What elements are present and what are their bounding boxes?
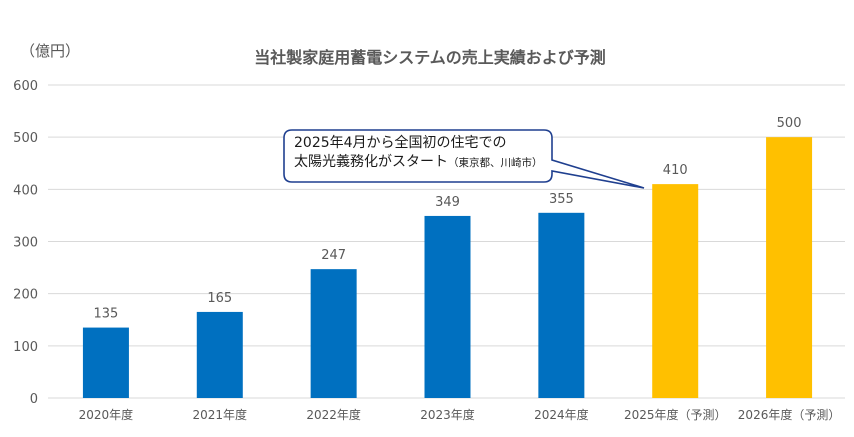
y-axis-unit-label: （億円） [20, 42, 81, 60]
annotation-callout: 2025年4月から全国初の住宅での 太陽光義務化がスタート（東京都、川崎市） [284, 130, 550, 180]
bar [196, 311, 243, 398]
callout-bubble [283, 129, 645, 189]
x-tick-label: 2024年度 [534, 407, 589, 422]
x-tick-label: 2026年度（予測） [738, 407, 841, 422]
y-tick-label: 400 [13, 183, 38, 198]
bar [310, 269, 357, 398]
y-tick-label: 100 [13, 340, 38, 355]
data-label: 355 [549, 192, 574, 207]
data-label: 165 [207, 291, 232, 306]
bar [424, 215, 471, 398]
y-tick-label: 300 [13, 236, 38, 251]
bar [652, 184, 699, 398]
x-tick-label: 2022年度 [306, 407, 361, 422]
x-tick-label: 2021年度 [193, 407, 248, 422]
bar [538, 212, 585, 398]
y-tick-label: 500 [13, 131, 38, 146]
bar [82, 327, 129, 398]
x-tick-label: 2025年度（予測） [624, 407, 727, 422]
y-tick-label: 600 [13, 79, 38, 94]
annotation-line2: 太陽光義務化がスタート（東京都、川崎市） [294, 154, 543, 170]
data-label: 500 [777, 116, 802, 131]
x-tick-label: 2023年度 [420, 407, 475, 422]
y-tick-label: 200 [13, 288, 38, 303]
x-tick-label: 2020年度 [79, 407, 134, 422]
chart-title: 当社製家庭用蓄電システムの売上実績および予測 [254, 48, 606, 67]
data-label: 410 [663, 163, 688, 178]
data-label: 349 [435, 195, 460, 210]
annotation-line1: 2025年4月から全国初の住宅での [294, 135, 507, 151]
data-label: 135 [94, 307, 119, 322]
data-label: 247 [321, 248, 346, 263]
bar [766, 137, 813, 398]
y-tick-label: 0 [30, 392, 38, 407]
